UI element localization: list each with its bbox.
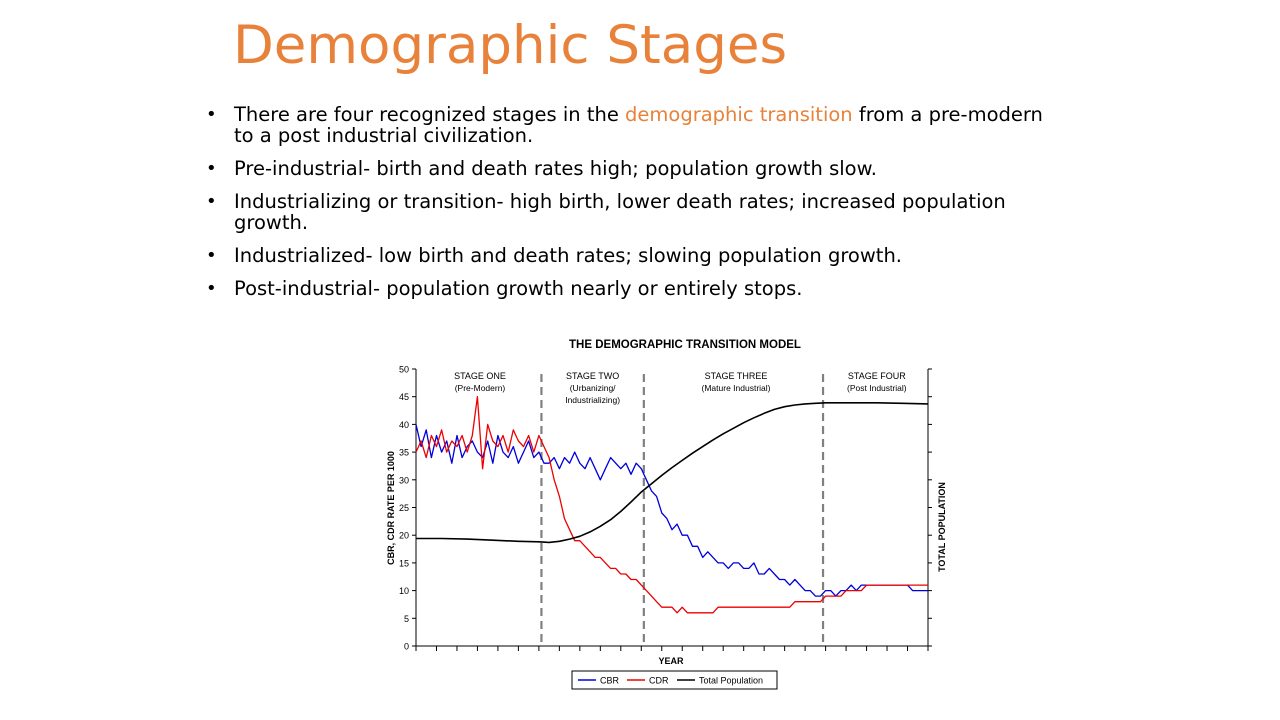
stage-subtitle: (Urbanizing/: [570, 383, 616, 393]
demographic-transition-chart: THE DEMOGRAPHIC TRANSITION MODEL CBR, CD…: [386, 339, 947, 690]
y-tick-label: 50: [399, 365, 409, 375]
stage-name: STAGE FOUR: [848, 371, 906, 381]
y-tick-label: 25: [399, 503, 409, 513]
bullet-item: Post-industrial- population growth nearl…: [204, 278, 1064, 299]
y-tick-label: 30: [399, 475, 409, 485]
stage-subtitle: (Post Industrial): [847, 383, 907, 393]
legend-label: CDR: [649, 676, 669, 686]
stage-name: STAGE THREE: [705, 371, 768, 381]
y2-axis-label: TOTAL POPULATION: [937, 482, 947, 572]
y-tick-label: 10: [399, 586, 409, 596]
y-tick-label: 35: [399, 448, 409, 458]
legend-box: [571, 670, 778, 690]
stage-name: STAGE ONE: [454, 371, 506, 381]
legend-label: Total Population: [699, 676, 763, 686]
series-line-total-population: [416, 402, 929, 544]
x-axis-label: YEAR: [658, 656, 684, 666]
stage-subtitle: (Pre-Modern): [455, 383, 506, 393]
series-line-cbr: [415, 424, 928, 597]
highlight-term: demographic transition: [625, 103, 853, 126]
bullet-list: There are four recognized stages in the …: [204, 104, 1064, 311]
slide-title: Demographic Stages: [233, 15, 788, 76]
y-tick-label: 40: [399, 420, 409, 430]
y-tick-label: 5: [404, 614, 409, 624]
bullet-item: Industrialized- low birth and death rate…: [204, 245, 1064, 266]
series-line-cdr: [415, 396, 928, 614]
stage-subtitle: Industrializing): [565, 395, 620, 405]
y-tick-label: 0: [404, 642, 409, 652]
bullet-item: Industrializing or transition- high birt…: [204, 191, 1064, 233]
y-tick-label: 15: [399, 558, 409, 568]
y-tick-label: 45: [399, 392, 409, 402]
y-axis-label: CBR, CDR RATE PER 1000: [386, 451, 396, 565]
chart-legend: CBR CDR Total Population: [571, 670, 778, 690]
bullet-item: Pre-industrial- birth and death rates hi…: [204, 158, 1064, 179]
stage-name: STAGE TWO: [566, 371, 619, 381]
chart-title: THE DEMOGRAPHIC TRANSITION MODEL: [569, 339, 801, 351]
y-tick-label: 20: [399, 531, 409, 541]
legend-label: CBR: [600, 676, 620, 686]
stage-subtitle: (Mature Industrial): [702, 383, 771, 393]
bullet-item: There are four recognized stages in the …: [204, 104, 1064, 146]
